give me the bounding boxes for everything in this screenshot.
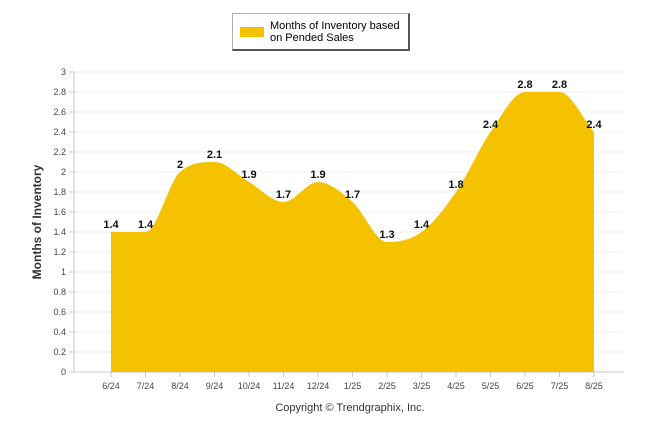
data-label: 1.7 xyxy=(345,189,360,201)
y-tick-label: 2.8 xyxy=(53,87,66,97)
data-label: 1.3 xyxy=(379,229,394,241)
x-tick-label: 10/24 xyxy=(238,381,261,391)
y-tick-label: 2.2 xyxy=(53,147,66,157)
data-label: 1.9 xyxy=(241,169,256,181)
data-label: 1.7 xyxy=(276,189,291,201)
data-label: 1.4 xyxy=(138,219,154,231)
x-tick-label: 6/24 xyxy=(102,381,120,391)
legend: Months of Inventory based on Pended Sale… xyxy=(232,13,410,51)
y-tick-label: 3 xyxy=(61,67,66,77)
legend-swatch xyxy=(240,26,264,37)
x-tick-label: 8/25 xyxy=(585,381,603,391)
y-tick-label: 1 xyxy=(61,267,66,277)
y-tick-label: 0.6 xyxy=(53,307,66,317)
data-label: 2.8 xyxy=(517,79,532,91)
x-tick-label: 2/25 xyxy=(378,381,396,391)
y-tick-label: 0.4 xyxy=(53,327,66,337)
x-tick-label: 1/25 xyxy=(344,381,362,391)
y-tick-label: 0.2 xyxy=(53,347,66,357)
x-tick-label: 6/25 xyxy=(516,381,534,391)
data-label: 1.9 xyxy=(310,169,325,181)
x-tick-label: 3/25 xyxy=(413,381,431,391)
y-tick-label: 2.6 xyxy=(53,107,66,117)
data-label: 2.8 xyxy=(552,79,567,91)
data-label: 1.4 xyxy=(414,219,430,231)
y-tick-label: 1.6 xyxy=(53,207,66,217)
series-area xyxy=(111,92,594,372)
x-tick-label: 11/24 xyxy=(273,381,295,391)
data-label: 2.4 xyxy=(483,119,499,131)
legend-label: Months of Inventory based on Pended Sale… xyxy=(270,19,400,44)
data-label: 2 xyxy=(177,159,183,171)
y-tick-label: 1.2 xyxy=(53,247,66,257)
y-tick-label: 0.8 xyxy=(53,287,66,297)
x-tick-label: 8/24 xyxy=(171,381,189,391)
data-label: 2.4 xyxy=(586,119,602,131)
y-axis-title: Months of Inventory xyxy=(30,164,44,279)
y-tick-label: 2.4 xyxy=(53,127,66,137)
data-label: 2.1 xyxy=(207,149,222,161)
y-tick-label: 1.8 xyxy=(53,187,66,197)
x-tick-label: 5/25 xyxy=(482,381,500,391)
x-tick-label: 7/25 xyxy=(551,381,569,391)
data-label: 1.8 xyxy=(448,179,463,191)
copyright-text: Copyright © Trendgraphix, Inc. xyxy=(275,402,425,414)
y-tick-label: 0 xyxy=(61,367,66,377)
y-tick-label: 2 xyxy=(61,167,66,177)
data-label: 1.4 xyxy=(103,219,119,231)
x-tick-label: 9/24 xyxy=(206,381,224,391)
x-tick-label: 7/24 xyxy=(137,381,155,391)
x-tick-label: 4/25 xyxy=(447,381,465,391)
y-tick-label: 1.4 xyxy=(53,227,66,237)
x-tick-label: 12/24 xyxy=(307,381,330,391)
